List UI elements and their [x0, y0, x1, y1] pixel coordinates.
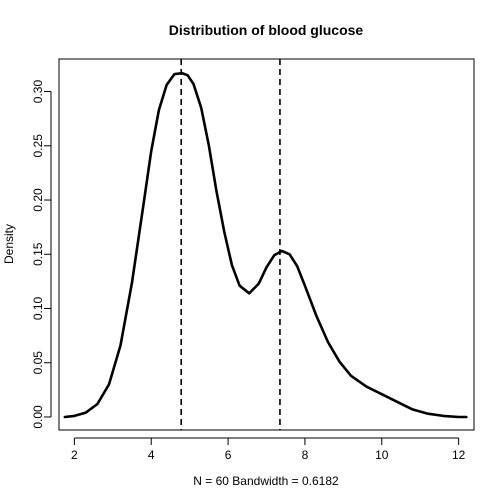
y-tick-label: 0.20	[31, 188, 45, 212]
y-tick-label: 0.05	[31, 351, 45, 375]
x-tick-label: 10	[375, 448, 389, 462]
x-tick-label: 6	[225, 448, 232, 462]
x-tick-label: 4	[148, 448, 155, 462]
y-axis: 0.00 0.05 0.10 0.15 0.20 0.25 0.30	[31, 80, 52, 429]
x-axis-label: N = 60 Bandwidth = 0.6182	[193, 474, 339, 488]
density-curve	[63, 71, 468, 419]
density-series	[63, 71, 468, 419]
x-tick-label: 12	[452, 448, 466, 462]
y-tick-label: 0.30	[31, 80, 45, 104]
y-tick-label: 0.15	[31, 242, 45, 266]
x-tick-label: 2	[71, 448, 78, 462]
plot-frame	[58, 58, 475, 431]
chart-title: Distribution of blood glucose	[169, 22, 364, 38]
y-tick-label: 0.10	[31, 297, 45, 321]
x-axis: 2 4 6 8 10 12	[71, 437, 466, 462]
x-tick-label: 8	[302, 448, 309, 462]
y-tick-label: 0.00	[31, 405, 45, 429]
reference-lines	[180, 59, 281, 430]
y-tick-label: 0.25	[31, 134, 45, 158]
y-axis-label: Density	[2, 224, 16, 264]
